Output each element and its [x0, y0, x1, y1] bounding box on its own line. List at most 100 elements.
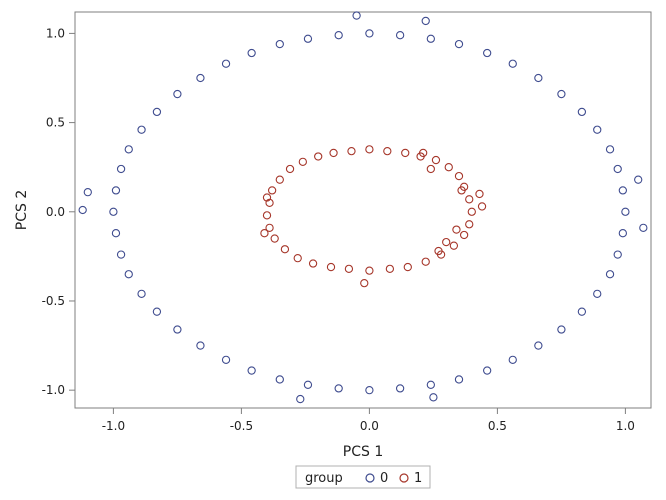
point-group-1 [260, 229, 269, 238]
point-group-1 [421, 257, 430, 266]
point-group-1 [270, 234, 279, 243]
point-group-1 [401, 148, 410, 158]
point-group-0 [365, 386, 374, 395]
legend-title: group [305, 471, 343, 486]
point-group-0 [508, 59, 517, 68]
point-group-0 [109, 207, 118, 216]
point-group-1 [280, 245, 290, 254]
legend: group 0 1 [295, 465, 431, 489]
point-group-0 [593, 289, 602, 298]
x-tick-label: 0.0 [360, 419, 379, 433]
legend-box [295, 465, 431, 489]
point-group-0 [508, 355, 517, 364]
legend-marker-0 [365, 473, 375, 483]
point-group-1 [467, 207, 476, 216]
point-group-0 [78, 205, 87, 215]
point-group-0 [634, 175, 643, 184]
point-group-1 [459, 230, 469, 240]
point-group-0 [334, 31, 343, 40]
point-group-0 [116, 164, 126, 174]
point-group-1 [475, 189, 484, 199]
point-group-0 [196, 73, 205, 83]
point-group-0 [334, 384, 343, 393]
point-group-0 [621, 207, 630, 216]
point-group-0 [352, 11, 361, 20]
point-group-0 [137, 289, 146, 298]
point-group-0 [395, 31, 405, 40]
point-group-0 [534, 73, 543, 83]
y-tick-label: -0.5 [42, 294, 65, 308]
point-group-0 [613, 250, 622, 259]
point-group-0 [303, 34, 313, 43]
point-group-0 [593, 125, 602, 134]
point-group-1 [360, 278, 369, 288]
point-group-0 [421, 16, 430, 26]
y-axis-title: PCS 2 [14, 190, 30, 230]
legend-label-1: 1 [414, 471, 422, 486]
point-group-0 [124, 145, 133, 154]
point-group-0 [296, 394, 305, 404]
point-group-1 [265, 223, 274, 232]
point-group-1 [385, 264, 395, 274]
x-tick-label: -1.0 [102, 419, 125, 433]
point-group-1 [465, 195, 474, 204]
point-group-1 [365, 145, 374, 154]
y-tick-label: 0.0 [46, 205, 65, 219]
point-group-1 [329, 148, 338, 158]
point-group-1 [465, 220, 474, 229]
point-group-0 [83, 188, 92, 197]
point-group-0 [247, 366, 256, 375]
point-group-0 [365, 29, 374, 38]
point-group-0 [618, 229, 627, 238]
x-tick-label: 0.5 [488, 419, 507, 433]
point-group-0 [152, 307, 162, 316]
point-group-1 [347, 146, 356, 156]
point-group-0 [111, 186, 121, 195]
x-tick-label: -0.5 [230, 419, 253, 433]
data-points [78, 11, 648, 404]
x-axis: -1.0 -0.5 0.0 0.5 1.0 [102, 408, 635, 433]
y-tick-label: 1.0 [46, 26, 65, 40]
y-tick-label: 0.5 [46, 116, 65, 130]
point-group-1 [275, 175, 284, 184]
point-group-1 [403, 262, 412, 272]
point-group-0 [605, 270, 615, 279]
point-group-0 [247, 48, 256, 58]
point-group-0 [152, 107, 162, 117]
point-group-0 [426, 380, 435, 389]
point-group-0 [173, 325, 182, 334]
point-group-0 [577, 307, 587, 316]
point-group-0 [618, 186, 627, 195]
point-group-0 [454, 39, 464, 49]
point-group-0 [395, 384, 405, 393]
point-group-0 [137, 125, 146, 134]
point-group-1 [262, 193, 272, 202]
point-group-0 [639, 223, 648, 232]
point-group-0 [483, 366, 492, 375]
point-group-1 [452, 225, 461, 234]
point-group-0 [173, 89, 182, 99]
legend-label-0: 0 [380, 471, 388, 486]
point-group-1 [262, 211, 272, 220]
x-tick-label: 1.0 [616, 419, 635, 433]
point-group-0 [221, 355, 231, 364]
point-group-0 [429, 393, 438, 402]
point-group-0 [534, 341, 543, 350]
point-group-0 [275, 375, 284, 384]
point-group-1 [265, 198, 274, 208]
point-group-1 [419, 148, 428, 158]
point-group-0 [196, 341, 205, 350]
point-group-0 [124, 270, 133, 279]
point-group-1 [449, 241, 459, 250]
point-group-1 [431, 155, 441, 165]
point-group-0 [577, 107, 587, 117]
plot-area-frame [74, 11, 652, 409]
point-group-1 [298, 157, 307, 166]
y-tick-label: -1.0 [42, 383, 65, 397]
x-axis-title: PCS 1 [343, 444, 383, 460]
point-group-1 [267, 186, 277, 195]
point-group-1 [434, 246, 443, 256]
point-group-1 [426, 164, 435, 174]
